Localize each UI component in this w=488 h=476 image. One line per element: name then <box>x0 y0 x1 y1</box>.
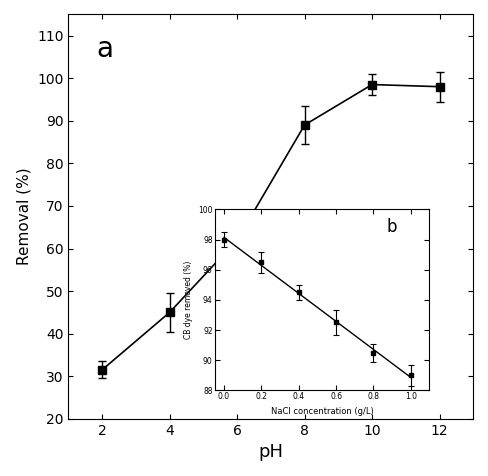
Text: b: b <box>386 218 397 237</box>
Y-axis label: CB dye removed (%): CB dye removed (%) <box>183 261 193 339</box>
Y-axis label: Removal (%): Removal (%) <box>17 168 31 266</box>
X-axis label: NaCl concentration (g/L): NaCl concentration (g/L) <box>271 407 373 416</box>
X-axis label: pH: pH <box>258 443 284 461</box>
Text: a: a <box>97 35 114 62</box>
